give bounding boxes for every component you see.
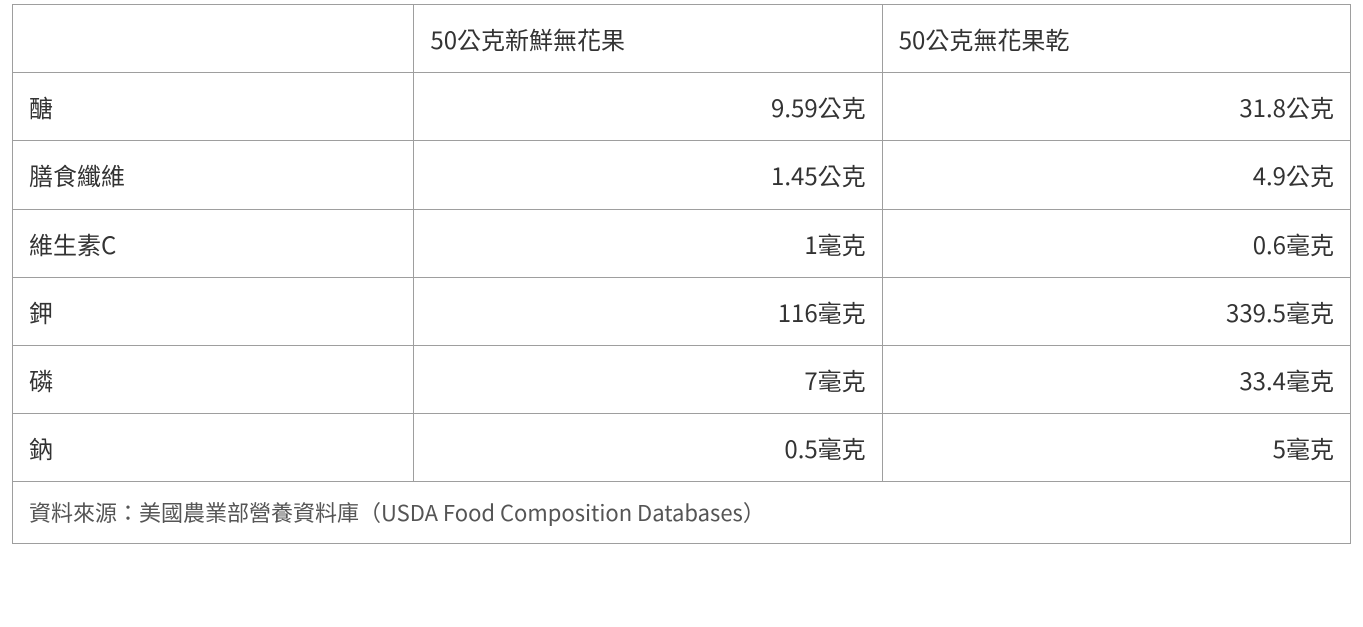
- row-label: 鉀: [13, 277, 414, 345]
- table-row: 鉀 116毫克 339.5毫克: [13, 277, 1351, 345]
- col-header-dried: 50公克無花果乾: [882, 5, 1350, 73]
- row-label: 膳食纖維: [13, 141, 414, 209]
- table-footnote-row: 資料來源：美國農業部營養資料庫（USDA Food Composition Da…: [13, 482, 1351, 544]
- table-row: 磷 7毫克 33.4毫克: [13, 345, 1351, 413]
- row-value-dried: 339.5毫克: [882, 277, 1350, 345]
- row-value-fresh: 1.45公克: [414, 141, 882, 209]
- row-label: 維生素C: [13, 209, 414, 277]
- row-value-fresh: 1毫克: [414, 209, 882, 277]
- row-label: 醣: [13, 73, 414, 141]
- table-row: 膳食纖維 1.45公克 4.9公克: [13, 141, 1351, 209]
- row-value-fresh: 9.59公克: [414, 73, 882, 141]
- row-value-fresh: 7毫克: [414, 345, 882, 413]
- row-label: 鈉: [13, 414, 414, 482]
- table-header-row: 50公克新鮮無花果 50公克無花果乾: [13, 5, 1351, 73]
- table-row: 醣 9.59公克 31.8公克: [13, 73, 1351, 141]
- col-header-blank: [13, 5, 414, 73]
- row-value-dried: 4.9公克: [882, 141, 1350, 209]
- table-row: 維生素C 1毫克 0.6毫克: [13, 209, 1351, 277]
- row-value-dried: 0.6毫克: [882, 209, 1350, 277]
- col-header-fresh: 50公克新鮮無花果: [414, 5, 882, 73]
- row-value-fresh: 0.5毫克: [414, 414, 882, 482]
- row-value-dried: 31.8公克: [882, 73, 1350, 141]
- row-value-dried: 5毫克: [882, 414, 1350, 482]
- table-footnote: 資料來源：美國農業部營養資料庫（USDA Food Composition Da…: [13, 482, 1351, 544]
- nutrition-table: 50公克新鮮無花果 50公克無花果乾 醣 9.59公克 31.8公克 膳食纖維 …: [12, 4, 1351, 544]
- table-row: 鈉 0.5毫克 5毫克: [13, 414, 1351, 482]
- row-value-fresh: 116毫克: [414, 277, 882, 345]
- row-value-dried: 33.4毫克: [882, 345, 1350, 413]
- row-label: 磷: [13, 345, 414, 413]
